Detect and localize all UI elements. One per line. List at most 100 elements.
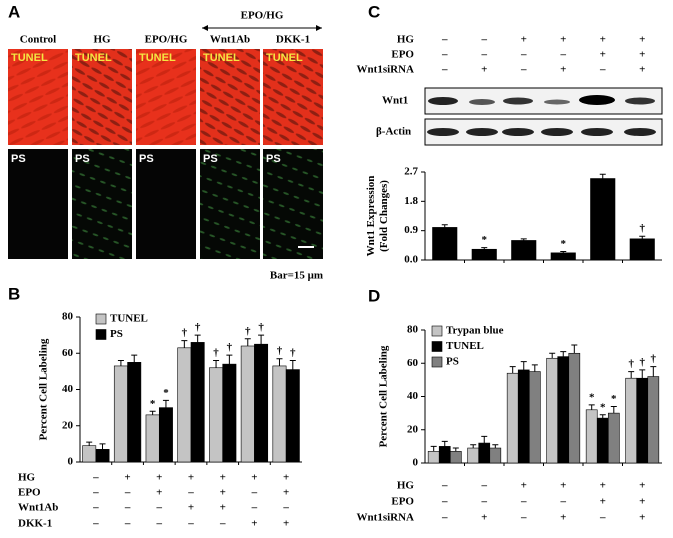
condition-mark: – — [481, 480, 488, 492]
condition-mark: + — [639, 512, 645, 524]
bar — [467, 447, 480, 464]
significance-marker: † — [258, 322, 264, 334]
legend-swatch — [431, 356, 443, 368]
significance-marker: † — [245, 325, 251, 337]
blot-band — [624, 128, 656, 136]
bar — [438, 446, 451, 464]
error-bar — [289, 360, 296, 370]
y-tick-label: 0 — [68, 456, 74, 468]
condition-mark: – — [441, 64, 448, 76]
bar — [254, 343, 269, 463]
column-label: Control — [20, 34, 56, 46]
bar — [489, 447, 502, 464]
column-label: HG — [93, 34, 111, 46]
condition-mark: – — [156, 518, 163, 530]
bar — [209, 367, 224, 463]
significance-marker: * — [150, 398, 156, 410]
condition-label: HG — [397, 34, 415, 46]
condition-mark: – — [441, 512, 448, 524]
y-tick-label: 40 — [407, 390, 419, 402]
blot-label: β-Actin — [376, 126, 411, 138]
condition-label: Wnt1siRNA — [357, 64, 415, 76]
significance-marker: † — [640, 356, 646, 368]
bar — [506, 372, 519, 464]
condition-mark: + — [600, 49, 606, 61]
bar — [82, 445, 97, 463]
condition-mark: + — [639, 64, 645, 76]
y-axis-label: Percent Cell Labeling — [38, 338, 50, 440]
bar — [427, 451, 440, 464]
condition-mark: – — [599, 512, 606, 524]
error-bar — [481, 435, 488, 444]
bar — [240, 345, 255, 463]
condition-mark: + — [188, 502, 194, 514]
significance-marker: * — [589, 391, 595, 403]
condition-mark: + — [220, 472, 226, 484]
error-bar — [244, 338, 251, 346]
condition-mark: + — [600, 34, 606, 46]
significance-marker: * — [600, 401, 606, 413]
significance-marker: † — [195, 322, 201, 334]
image-label: TUNEL — [75, 52, 112, 64]
error-bar — [599, 414, 606, 419]
condition-mark: + — [283, 487, 289, 499]
micrograph — [136, 149, 196, 259]
blot-band — [579, 95, 615, 105]
error-bar — [639, 235, 646, 239]
micrograph — [8, 49, 68, 145]
condition-mark: + — [283, 472, 289, 484]
significance-marker: † — [640, 223, 646, 235]
error-bar — [639, 369, 646, 379]
condition-mark: + — [251, 518, 257, 530]
error-bar — [162, 399, 169, 408]
error-bar — [430, 445, 437, 452]
image-label: TUNEL — [266, 52, 303, 64]
y-axis-label: (Fold Changes) — [378, 180, 390, 252]
bar — [190, 342, 205, 463]
image-label: TUNEL — [139, 52, 176, 64]
condition-mark: – — [441, 496, 448, 508]
legend-label: Trypan blue — [446, 325, 504, 337]
panel-letter: B — [8, 284, 20, 303]
condition-mark: – — [441, 480, 448, 492]
y-tick-label: 2.7 — [404, 166, 418, 178]
panel-letter: C — [368, 2, 380, 21]
condition-mark: – — [251, 487, 258, 499]
condition-mark: – — [251, 502, 258, 514]
y-tick-label: 60 — [407, 357, 419, 369]
micrograph-panel: Control TUNEL PS HG TUNEL PS EPO/HG TUNEL PS Wnt1… — [8, 10, 323, 282]
y-tick-label: 80 — [407, 324, 419, 336]
bar — [647, 376, 660, 464]
condition-mark: + — [283, 518, 289, 530]
condition-mark: + — [560, 64, 566, 76]
error-bar — [452, 447, 459, 452]
error-bar — [86, 441, 93, 446]
bar — [636, 377, 649, 464]
condition-mark: – — [481, 49, 488, 61]
error-bar — [181, 340, 188, 348]
condition-mark: + — [560, 480, 566, 492]
condition-mark: + — [220, 487, 226, 499]
bar — [478, 442, 491, 464]
y-tick-label: 80 — [62, 311, 74, 323]
error-bar — [571, 344, 578, 354]
condition-mark: – — [92, 502, 99, 514]
condition-mark: + — [639, 480, 645, 492]
image-label: PS — [203, 153, 218, 165]
bar — [585, 409, 598, 464]
bar — [432, 227, 458, 261]
panel-letter: D — [368, 286, 380, 305]
error-bar — [470, 444, 477, 449]
micrograph — [72, 49, 132, 145]
condition-mark: – — [124, 518, 131, 530]
significance-marker: * — [611, 393, 617, 405]
y-tick-label: 0 — [413, 457, 419, 469]
condition-mark: + — [560, 512, 566, 524]
blot-band — [581, 128, 613, 136]
blot-band — [466, 128, 498, 136]
scale-text: Bar=15 μm — [270, 270, 323, 282]
bar — [113, 365, 128, 463]
condition-mark: – — [520, 49, 527, 61]
condition-mark: + — [124, 472, 130, 484]
